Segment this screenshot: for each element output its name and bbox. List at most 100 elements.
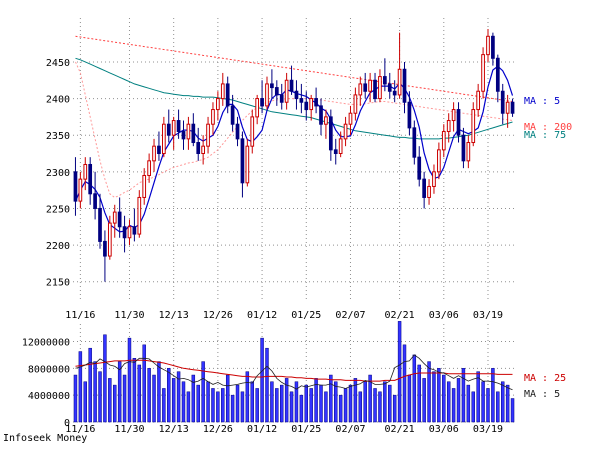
candle: [230, 94, 235, 132]
volume-bar: [167, 368, 171, 423]
volume-x-tick-label: 01/12: [247, 424, 277, 435]
candle: [407, 91, 412, 136]
candle: [142, 168, 147, 205]
price-grid: [73, 18, 515, 300]
price-ma-label: MA : 200: [524, 122, 572, 133]
volume-bar: [289, 391, 294, 423]
candle: [491, 32, 495, 66]
candle: [83, 157, 88, 191]
candle: [328, 109, 333, 161]
ma75-line: [75, 57, 513, 140]
candle: [274, 80, 279, 106]
volume-bar: [98, 371, 102, 423]
volume-bar: [127, 337, 132, 423]
volume-bar: [250, 381, 254, 423]
price-y-tick-label: 2450: [46, 58, 70, 69]
candle-body: [373, 79, 377, 100]
volume-bar: [230, 394, 235, 423]
volume-bar: [383, 381, 387, 423]
candle: [368, 72, 372, 103]
candle: [270, 69, 274, 99]
volume-bar: [481, 381, 485, 423]
volume-x-tick-label: 03/19: [473, 424, 503, 435]
candle: [132, 208, 137, 242]
volume-bar: [103, 334, 107, 423]
candle: [319, 98, 323, 136]
candle: [137, 190, 142, 238]
volume-bar: [132, 358, 137, 423]
candle: [245, 138, 250, 187]
price-x-tick-label: 01/12: [247, 310, 277, 321]
candle: [162, 116, 166, 158]
candle-body: [142, 174, 147, 198]
candle-body: [446, 120, 451, 133]
volume-bar: [373, 388, 377, 423]
volume-bar: [299, 394, 304, 423]
candle: [373, 72, 377, 103]
candle-body: [461, 134, 466, 162]
candle: [255, 94, 260, 125]
volume-bar: [88, 347, 92, 423]
candle-body: [216, 98, 220, 111]
candle: [471, 102, 476, 147]
volume-bar: [73, 374, 78, 423]
candle-body: [486, 35, 490, 56]
volume-bar: [388, 384, 392, 423]
volume-bar: [432, 371, 436, 423]
volume-bar: [201, 361, 205, 423]
candle-body: [338, 138, 343, 155]
volume-bar: [491, 368, 495, 423]
volume-bar: [162, 388, 166, 423]
volume-x-tick-label: 12/13: [159, 424, 189, 435]
candle: [486, 28, 490, 62]
candle-body: [417, 156, 422, 180]
volume-bar: [461, 368, 466, 423]
price-y-tick-label: 2300: [46, 168, 70, 179]
price-x-tick-label: 02/07: [335, 310, 365, 321]
candle: [211, 102, 215, 136]
volume-bar: [275, 388, 279, 423]
candle: [299, 83, 304, 114]
volume-bar: [446, 381, 451, 423]
candle-body: [456, 109, 461, 136]
candle: [206, 116, 210, 154]
candle: [353, 87, 358, 121]
candle: [456, 102, 461, 143]
candle: [93, 171, 97, 220]
candle: [216, 91, 220, 121]
candle-body: [314, 98, 318, 107]
candle-body: [78, 178, 83, 202]
candle-body: [88, 163, 93, 195]
volume-bars: [73, 321, 515, 423]
volume-bar: [122, 374, 127, 423]
volume-ma-legend: MA : 25 MA : 5: [524, 373, 566, 400]
volume-bar: [486, 388, 490, 423]
candle-body: [186, 123, 191, 140]
ma5-line: [74, 65, 514, 233]
price-moving-averages: [74, 35, 514, 233]
candle: [279, 83, 284, 110]
candle: [461, 127, 466, 169]
candle: [304, 91, 309, 121]
ma200-line: [75, 35, 513, 102]
volume-y-tick-label: 12000000: [22, 337, 70, 348]
price-x-tick-label: 03/19: [473, 310, 503, 321]
candle: [147, 153, 151, 183]
volume-bar: [304, 384, 309, 423]
candle: [181, 120, 186, 150]
volume-bar: [245, 371, 250, 423]
volume-bar: [378, 391, 382, 423]
volume-bar: [324, 391, 328, 423]
volume-ma-label: MA : 25: [524, 373, 566, 384]
candle-body: [270, 83, 274, 89]
candle: [289, 65, 294, 95]
volume-bar: [78, 351, 83, 423]
candle-body: [353, 94, 358, 114]
candle: [397, 32, 402, 99]
candle: [324, 109, 328, 139]
volume-bar: [176, 371, 181, 423]
volume-moving-averages: [75, 354, 513, 391]
volume-bar: [294, 381, 299, 423]
candle: [348, 105, 353, 136]
